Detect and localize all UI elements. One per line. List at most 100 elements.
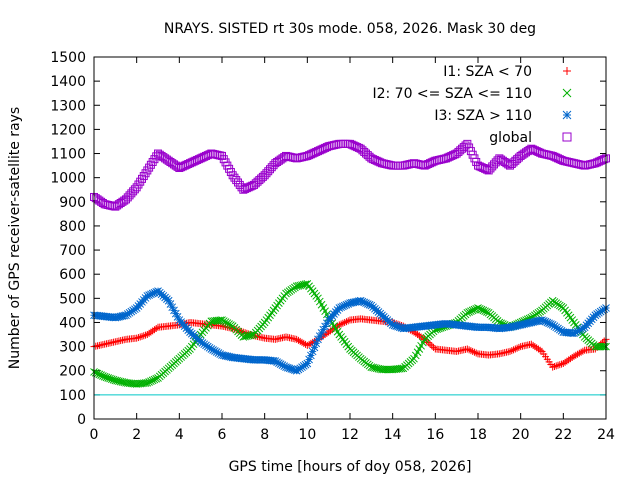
data-point bbox=[463, 345, 471, 353]
interp-point bbox=[472, 349, 480, 357]
y-axis-label: Number of GPS receiver-satellite rays bbox=[7, 107, 23, 369]
interp-point bbox=[534, 345, 542, 353]
interp-point bbox=[294, 336, 302, 344]
interp-point bbox=[296, 337, 304, 345]
interp-point bbox=[426, 340, 434, 348]
x-tick-label: 12 bbox=[341, 427, 359, 443]
x-tick-label: 24 bbox=[597, 427, 615, 443]
data-point bbox=[143, 331, 151, 339]
x-tick-label: 18 bbox=[469, 427, 487, 443]
legend: I1: SZA < 70 I2: 70 <= SZA <= 110 I3: SZA … bbox=[372, 64, 572, 146]
interp-point bbox=[140, 332, 148, 340]
interp-point bbox=[171, 309, 180, 318]
x-tick-label: 20 bbox=[512, 427, 530, 443]
interp-point bbox=[558, 360, 566, 368]
data-point bbox=[303, 341, 311, 349]
interp-point bbox=[600, 342, 609, 351]
interp-point bbox=[301, 280, 310, 289]
interp-point bbox=[221, 318, 230, 326]
interp-point bbox=[219, 317, 228, 325]
interp-point bbox=[225, 320, 233, 328]
interp-point bbox=[568, 353, 576, 361]
data-point bbox=[549, 363, 557, 371]
interp-point bbox=[529, 341, 537, 349]
interp-point bbox=[136, 333, 144, 341]
interp-point bbox=[342, 318, 350, 326]
legend-label: I1: SZA < 70 bbox=[443, 64, 532, 80]
interp-point bbox=[533, 344, 541, 352]
interp-point bbox=[566, 355, 574, 363]
interp-point bbox=[170, 306, 178, 315]
x-tick-label: 22 bbox=[554, 427, 572, 443]
interp-point bbox=[565, 356, 573, 364]
interp-point bbox=[341, 318, 349, 326]
interp-point bbox=[550, 363, 558, 371]
data-point bbox=[570, 352, 578, 360]
interp-point bbox=[510, 346, 518, 354]
interp-point bbox=[513, 344, 521, 352]
y-tick-label: 800 bbox=[59, 219, 86, 235]
legend-marker bbox=[562, 132, 572, 142]
x-tick-label: 2 bbox=[132, 427, 141, 443]
interp-point bbox=[579, 347, 587, 355]
interp-point bbox=[142, 331, 150, 339]
interp-point bbox=[572, 351, 580, 359]
y-tick-label: 1400 bbox=[50, 74, 86, 90]
interp-point bbox=[577, 348, 585, 356]
x-tick-label: 8 bbox=[260, 427, 269, 443]
x-tick-label: 4 bbox=[175, 427, 184, 443]
y-tick-label: 1500 bbox=[50, 50, 86, 66]
interp-point bbox=[511, 345, 519, 353]
interp-point bbox=[430, 343, 438, 351]
interp-point bbox=[483, 308, 491, 316]
interp-point bbox=[300, 339, 308, 347]
interp-point bbox=[337, 320, 345, 328]
x-axis-label: GPS time [hours of doy 058, 2026] bbox=[229, 459, 472, 475]
interp-point bbox=[412, 329, 420, 337]
interp-point bbox=[344, 317, 352, 325]
y-tick-label: 900 bbox=[59, 195, 86, 211]
data-point bbox=[293, 335, 301, 343]
y-tick-label: 500 bbox=[59, 291, 86, 307]
x-tick-label: 0 bbox=[90, 427, 99, 443]
legend-marker bbox=[563, 67, 571, 75]
interp-point bbox=[561, 358, 569, 366]
interp-point bbox=[395, 364, 404, 373]
interp-point bbox=[428, 342, 436, 350]
legend-label: I3: SZA > 110 bbox=[434, 108, 532, 124]
interp-point bbox=[552, 362, 560, 370]
legend-marker bbox=[562, 110, 572, 120]
y-tick-label: 1200 bbox=[50, 122, 86, 138]
interp-point bbox=[536, 346, 544, 354]
interp-point bbox=[531, 343, 539, 351]
interp-point bbox=[414, 331, 422, 339]
interp-point bbox=[147, 328, 155, 336]
interp-point bbox=[600, 155, 609, 164]
data-point bbox=[527, 340, 535, 348]
interp-point bbox=[134, 334, 142, 342]
y-tick-label: 100 bbox=[59, 388, 86, 404]
interp-point bbox=[248, 331, 257, 339]
legend-marker bbox=[562, 88, 572, 98]
x-tick-label: 6 bbox=[218, 427, 227, 443]
interp-point bbox=[467, 347, 475, 355]
interp-point bbox=[223, 319, 232, 327]
legend-label: I2: 70 <= SZA <= 110 bbox=[372, 86, 532, 102]
interp-point bbox=[298, 338, 306, 346]
interp-point bbox=[470, 348, 478, 356]
interp-point bbox=[556, 361, 564, 369]
interp-point bbox=[152, 374, 161, 383]
data-point bbox=[335, 321, 343, 329]
x-tick-label: 16 bbox=[426, 427, 444, 443]
interp-point bbox=[326, 327, 334, 335]
plot-frame bbox=[93, 56, 607, 420]
x-tick-label: 14 bbox=[384, 427, 402, 443]
data-point bbox=[133, 334, 141, 342]
interp-point bbox=[152, 325, 160, 332]
data-point bbox=[559, 359, 567, 367]
y-tick-label: 400 bbox=[59, 315, 86, 331]
interp-point bbox=[515, 343, 523, 351]
series-3 bbox=[90, 139, 610, 211]
y-tick-label: 1000 bbox=[50, 171, 86, 187]
